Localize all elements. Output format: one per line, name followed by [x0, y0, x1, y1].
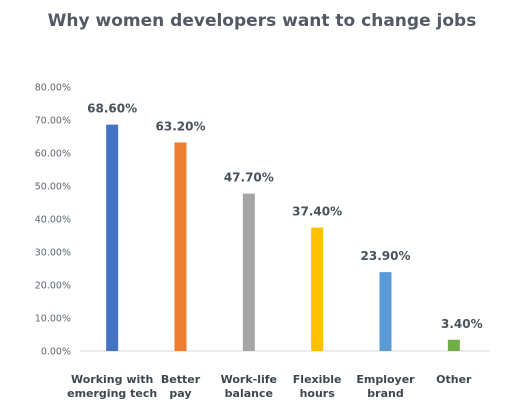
x-tick-label: Working with: [71, 373, 153, 386]
x-tick-label: balance: [225, 387, 273, 400]
data-labels: 68.60% 63.20% 47.70% 37.40% 23.90% 3.40%: [87, 102, 482, 331]
data-label: 3.40%: [441, 317, 483, 331]
y-tick-label: 80.00%: [35, 83, 71, 94]
x-tick-label: Employer: [356, 373, 415, 386]
x-tick-label: pay: [169, 387, 191, 400]
y-tick-label: 20.00%: [35, 281, 71, 292]
x-tick-label: Flexible: [293, 373, 342, 386]
data-label: 63.20%: [156, 119, 206, 133]
y-tick-label: 30.00%: [35, 248, 71, 259]
y-tick-label: 40.00%: [35, 215, 71, 226]
chart-title: Why women developers want to change jobs: [48, 11, 477, 31]
x-tick-label: emerging tech: [67, 387, 157, 400]
y-tick-label: 50.00%: [35, 182, 71, 193]
data-label: 37.40%: [292, 205, 342, 219]
x-tick-label: brand: [367, 387, 403, 400]
bar: [174, 142, 187, 351]
x-tick-label: hours: [300, 387, 336, 400]
y-tick-label: 70.00%: [35, 116, 71, 127]
data-label: 23.90%: [361, 249, 411, 263]
y-tick-label: 0.00%: [41, 347, 71, 358]
data-label: 47.70%: [224, 171, 274, 185]
y-tick-label: 60.00%: [35, 149, 71, 160]
bar: [106, 124, 119, 352]
x-tick-label: Better: [161, 373, 201, 386]
bars: [106, 124, 460, 352]
bar: [242, 193, 255, 351]
y-tick-label: 10.00%: [35, 314, 71, 325]
x-tick-label: Work-life: [221, 373, 277, 386]
bar: [311, 227, 324, 351]
bar: [447, 339, 460, 351]
x-tick-label: Other: [436, 373, 472, 386]
y-axis: 0.00% 10.00% 20.00% 30.00% 40.00% 50.00% 60.00…: [35, 83, 490, 358]
data-label: 68.60%: [87, 102, 137, 116]
bar: [379, 272, 392, 351]
